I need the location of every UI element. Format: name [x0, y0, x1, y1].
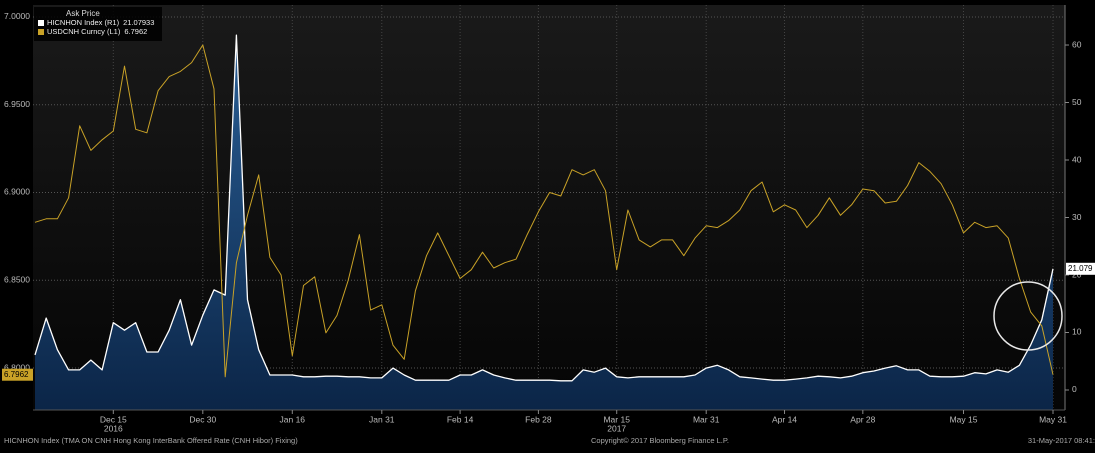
legend-value: 21.07933 [123, 18, 154, 27]
x-tick-label: Mar 31 [693, 414, 720, 424]
last-value-label: 6.7962 [4, 370, 29, 379]
marks [34, 34, 1054, 410]
y-tick-label: 6.9000 [4, 187, 30, 197]
y-tick-label: 7.0000 [4, 11, 30, 21]
highlight-circle [993, 281, 1063, 351]
legend-value: 6.7962 [124, 27, 147, 36]
y2-tick-label: 30 [1072, 212, 1082, 222]
line [34, 44, 1054, 378]
y-tick-label: 6.8500 [4, 275, 30, 285]
legend-box [34, 7, 162, 41]
y-tick-label: 6.8000 [4, 362, 30, 372]
legend-label: USDCNH Curncy (L1) [47, 27, 121, 36]
x-tick-label: Jan 16 [280, 414, 306, 424]
y-tick-label: 6.9500 [4, 99, 30, 109]
y2-tick-label: 60 [1072, 39, 1082, 49]
legend-swatch [38, 20, 44, 26]
x-year-label: 2016 [104, 423, 123, 433]
legend: Ask Price HICNHON Index (R1) 21.07933USDC… [34, 7, 162, 41]
x-tick-label: Apr 28 [850, 414, 875, 424]
line [34, 34, 1054, 382]
area [35, 35, 1053, 410]
x-tick-label: Apr 14 [772, 414, 797, 424]
x-tick-label: Mar 15 [603, 414, 630, 424]
y2-tick-label: 0 [1072, 384, 1077, 394]
y2-tick-label: 40 [1072, 154, 1082, 164]
axes: 6.80006.85006.90006.95007.00000102030405… [2, 11, 1095, 433]
legend-title: Ask Price [66, 9, 100, 18]
x-tick-label: May 15 [950, 414, 978, 424]
x-tick-label: Jan 31 [369, 414, 395, 424]
y2-tick-label: 10 [1072, 327, 1082, 337]
x-tick-label: Dec 30 [189, 414, 216, 424]
legend-swatch [38, 29, 44, 35]
legend-label: HICNHON Index (R1) [47, 18, 120, 27]
last-value-label: 21.079 [1068, 264, 1093, 273]
y2-tick-label: 50 [1072, 97, 1082, 107]
x-tick-label: Feb 14 [447, 414, 474, 424]
x-year-label: 2017 [607, 423, 626, 433]
footer-left: HICNHON Index (TMA ON CNH Hong Kong Inte… [4, 436, 298, 445]
last-value-box [1066, 262, 1095, 275]
x-tick-label: Feb 28 [525, 414, 552, 424]
footer-center: Copyright© 2017 Bloomberg Finance L.P. [591, 436, 729, 445]
footer-right: 31-May-2017 08:41: [1028, 436, 1095, 445]
x-tick-label: May 31 [1039, 414, 1067, 424]
x-tick-label: Dec 15 [100, 414, 127, 424]
last-value-box [2, 368, 33, 381]
